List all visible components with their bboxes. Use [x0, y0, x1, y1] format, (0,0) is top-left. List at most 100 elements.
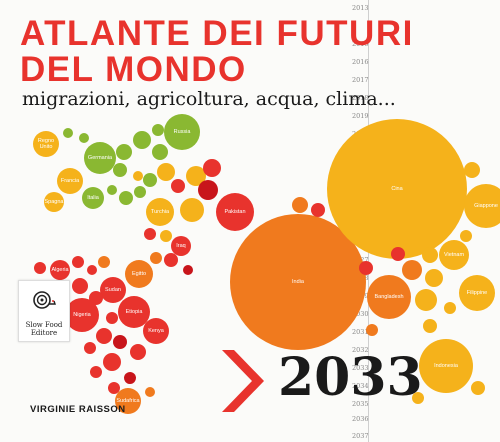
bubble-cina	[327, 119, 467, 259]
label-russia: Russia	[173, 129, 191, 135]
bubble	[203, 159, 221, 177]
year-label: 2037	[352, 432, 369, 440]
year-label: 2016	[352, 58, 369, 66]
bubble	[72, 278, 88, 294]
label-germania: Germania	[87, 155, 113, 161]
label-kenya: Kenya	[148, 328, 164, 334]
bubble	[471, 381, 485, 395]
bubble	[113, 163, 127, 177]
bubble	[180, 198, 204, 222]
bubble-egitto	[125, 260, 153, 288]
bubble	[359, 261, 373, 275]
year-label: 2030	[352, 310, 369, 318]
bubble	[423, 319, 437, 333]
bubble	[134, 186, 146, 198]
bubble	[152, 144, 168, 160]
title-line-2: DEL MONDO	[20, 50, 247, 89]
label-bangladesh: Bangladesh	[374, 294, 404, 300]
author-name: VIRGINIE RAISSON	[30, 404, 126, 415]
bubble	[460, 230, 472, 242]
bubble	[160, 230, 172, 242]
label-nigeria: Nigeria	[73, 312, 91, 318]
label-spagna: Spagna	[44, 199, 64, 205]
bubble-iraq	[171, 236, 191, 256]
year-label: 2035	[352, 400, 369, 408]
bubble	[144, 228, 156, 240]
bubble	[412, 392, 424, 404]
bubble	[107, 185, 117, 195]
label-vietnam: Vietnam	[443, 252, 465, 258]
bubble	[133, 171, 143, 181]
bubble	[292, 197, 308, 213]
bubble	[98, 256, 110, 268]
bubble	[90, 366, 102, 378]
highlight-year: 2033	[278, 347, 423, 408]
bubble	[152, 124, 164, 136]
bubble	[186, 166, 206, 186]
bubble	[164, 253, 178, 267]
bubble	[143, 173, 157, 187]
bubble-indonesia	[419, 339, 473, 393]
year-label: 2013	[352, 4, 369, 12]
bubble	[366, 324, 378, 336]
bubble	[96, 328, 112, 344]
bubble	[391, 247, 405, 261]
chevron-right-icon	[222, 350, 264, 412]
bubble-spagna	[44, 192, 64, 212]
publisher-name: Slow Food Editore	[25, 321, 63, 337]
label-india: India	[292, 279, 304, 285]
year-label: 2034	[352, 382, 369, 390]
bubble-bangladesh	[367, 275, 411, 319]
label-filippine: Filippine	[466, 290, 488, 296]
bubble-italia	[82, 187, 104, 209]
label-iraq: Iraq	[176, 243, 186, 249]
year-label: 2018	[352, 94, 369, 102]
bubble-germania	[84, 142, 116, 174]
year-label: 2032	[352, 346, 369, 354]
label-turchia: Turchia	[150, 209, 170, 215]
bubble-regno-unito	[33, 131, 59, 157]
bubble	[157, 163, 175, 181]
bubble	[311, 203, 325, 217]
year-label: 2031	[352, 328, 369, 336]
bubble-sudan	[100, 277, 126, 303]
bubble	[171, 179, 185, 193]
bubble	[422, 247, 438, 263]
label-cina: Cina	[391, 186, 403, 192]
bubble-giappone	[464, 184, 500, 228]
bubble-india	[230, 214, 366, 350]
year-label: 2036	[352, 415, 369, 423]
bubble	[119, 191, 133, 205]
bubble	[87, 265, 97, 275]
bubble	[72, 256, 84, 268]
bubble	[34, 262, 46, 274]
bubble	[103, 353, 121, 371]
label-algeria: Algeria	[51, 267, 69, 273]
label-sudan: Sudan	[105, 287, 121, 293]
label-egitto: Egitto	[131, 271, 147, 277]
bubble	[79, 133, 89, 143]
bubble-filippine	[459, 275, 495, 311]
label-pakistan: Pakistan	[224, 209, 246, 215]
year-label: 2019	[352, 112, 369, 120]
bubble-pakistan	[216, 193, 254, 231]
publisher-badge: Slow Food Editore	[18, 280, 70, 342]
year-label: 2017	[352, 76, 369, 84]
title-line-1: ATLANTE DEI FUTURI	[20, 14, 414, 53]
bubble-etiopia	[118, 296, 150, 328]
bubble	[113, 335, 127, 349]
bubble	[444, 302, 456, 314]
bubble	[464, 162, 480, 178]
bubble	[124, 372, 136, 384]
bubble	[63, 128, 73, 138]
bubble	[402, 260, 422, 280]
label-francia: Francia	[60, 178, 80, 184]
bubble-russia	[164, 114, 200, 150]
bubble-sudafrica	[115, 388, 141, 414]
label-etiopia: Etiopia	[125, 309, 143, 315]
bubble	[133, 131, 151, 149]
label-regno-unito: Regno Unito	[37, 138, 55, 150]
bubble-vietnam	[439, 240, 469, 270]
